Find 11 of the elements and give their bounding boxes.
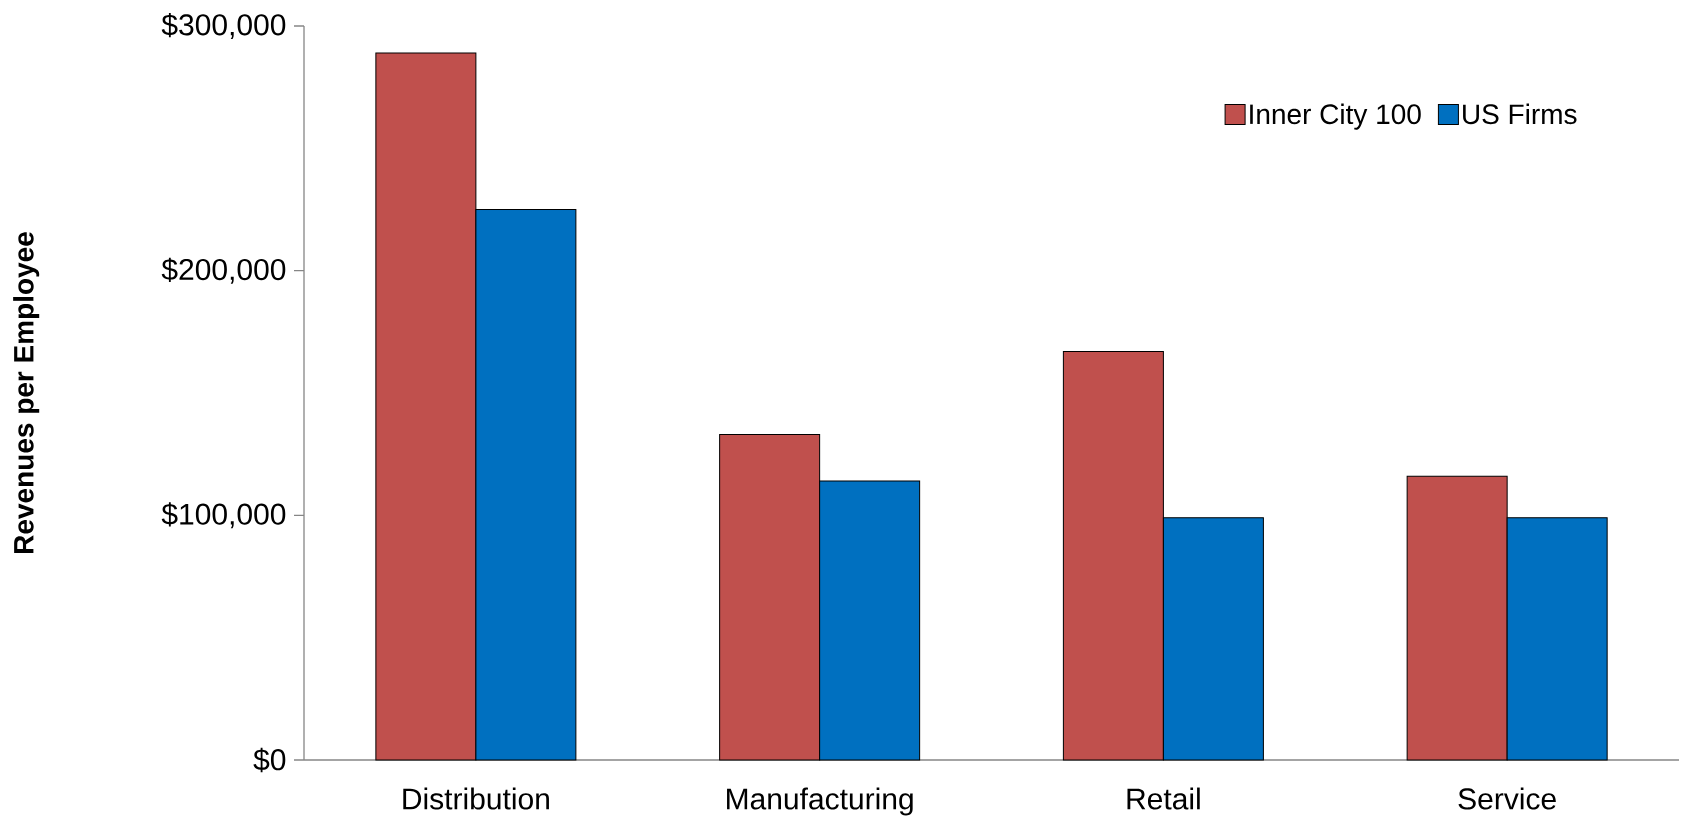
x-tick-label: Distribution — [403, 787, 549, 810]
y-tick-label: $100,000 — [161, 502, 286, 529]
x-tick-label: Manufacturing — [727, 787, 913, 816]
x-tick-label: Service — [1458, 787, 1556, 810]
y-tick-label: $300,000 — [161, 12, 286, 40]
y-tick-label: $200,000 — [161, 257, 286, 284]
x-tick-label: Retail — [1127, 787, 1200, 810]
legend-label: US Firms — [1463, 103, 1577, 125]
y-axis-title: Revenues per Employee — [13, 232, 40, 553]
y-tick-label: $0 — [253, 747, 286, 773]
legend-label: Inner City 100 — [1250, 103, 1421, 130]
